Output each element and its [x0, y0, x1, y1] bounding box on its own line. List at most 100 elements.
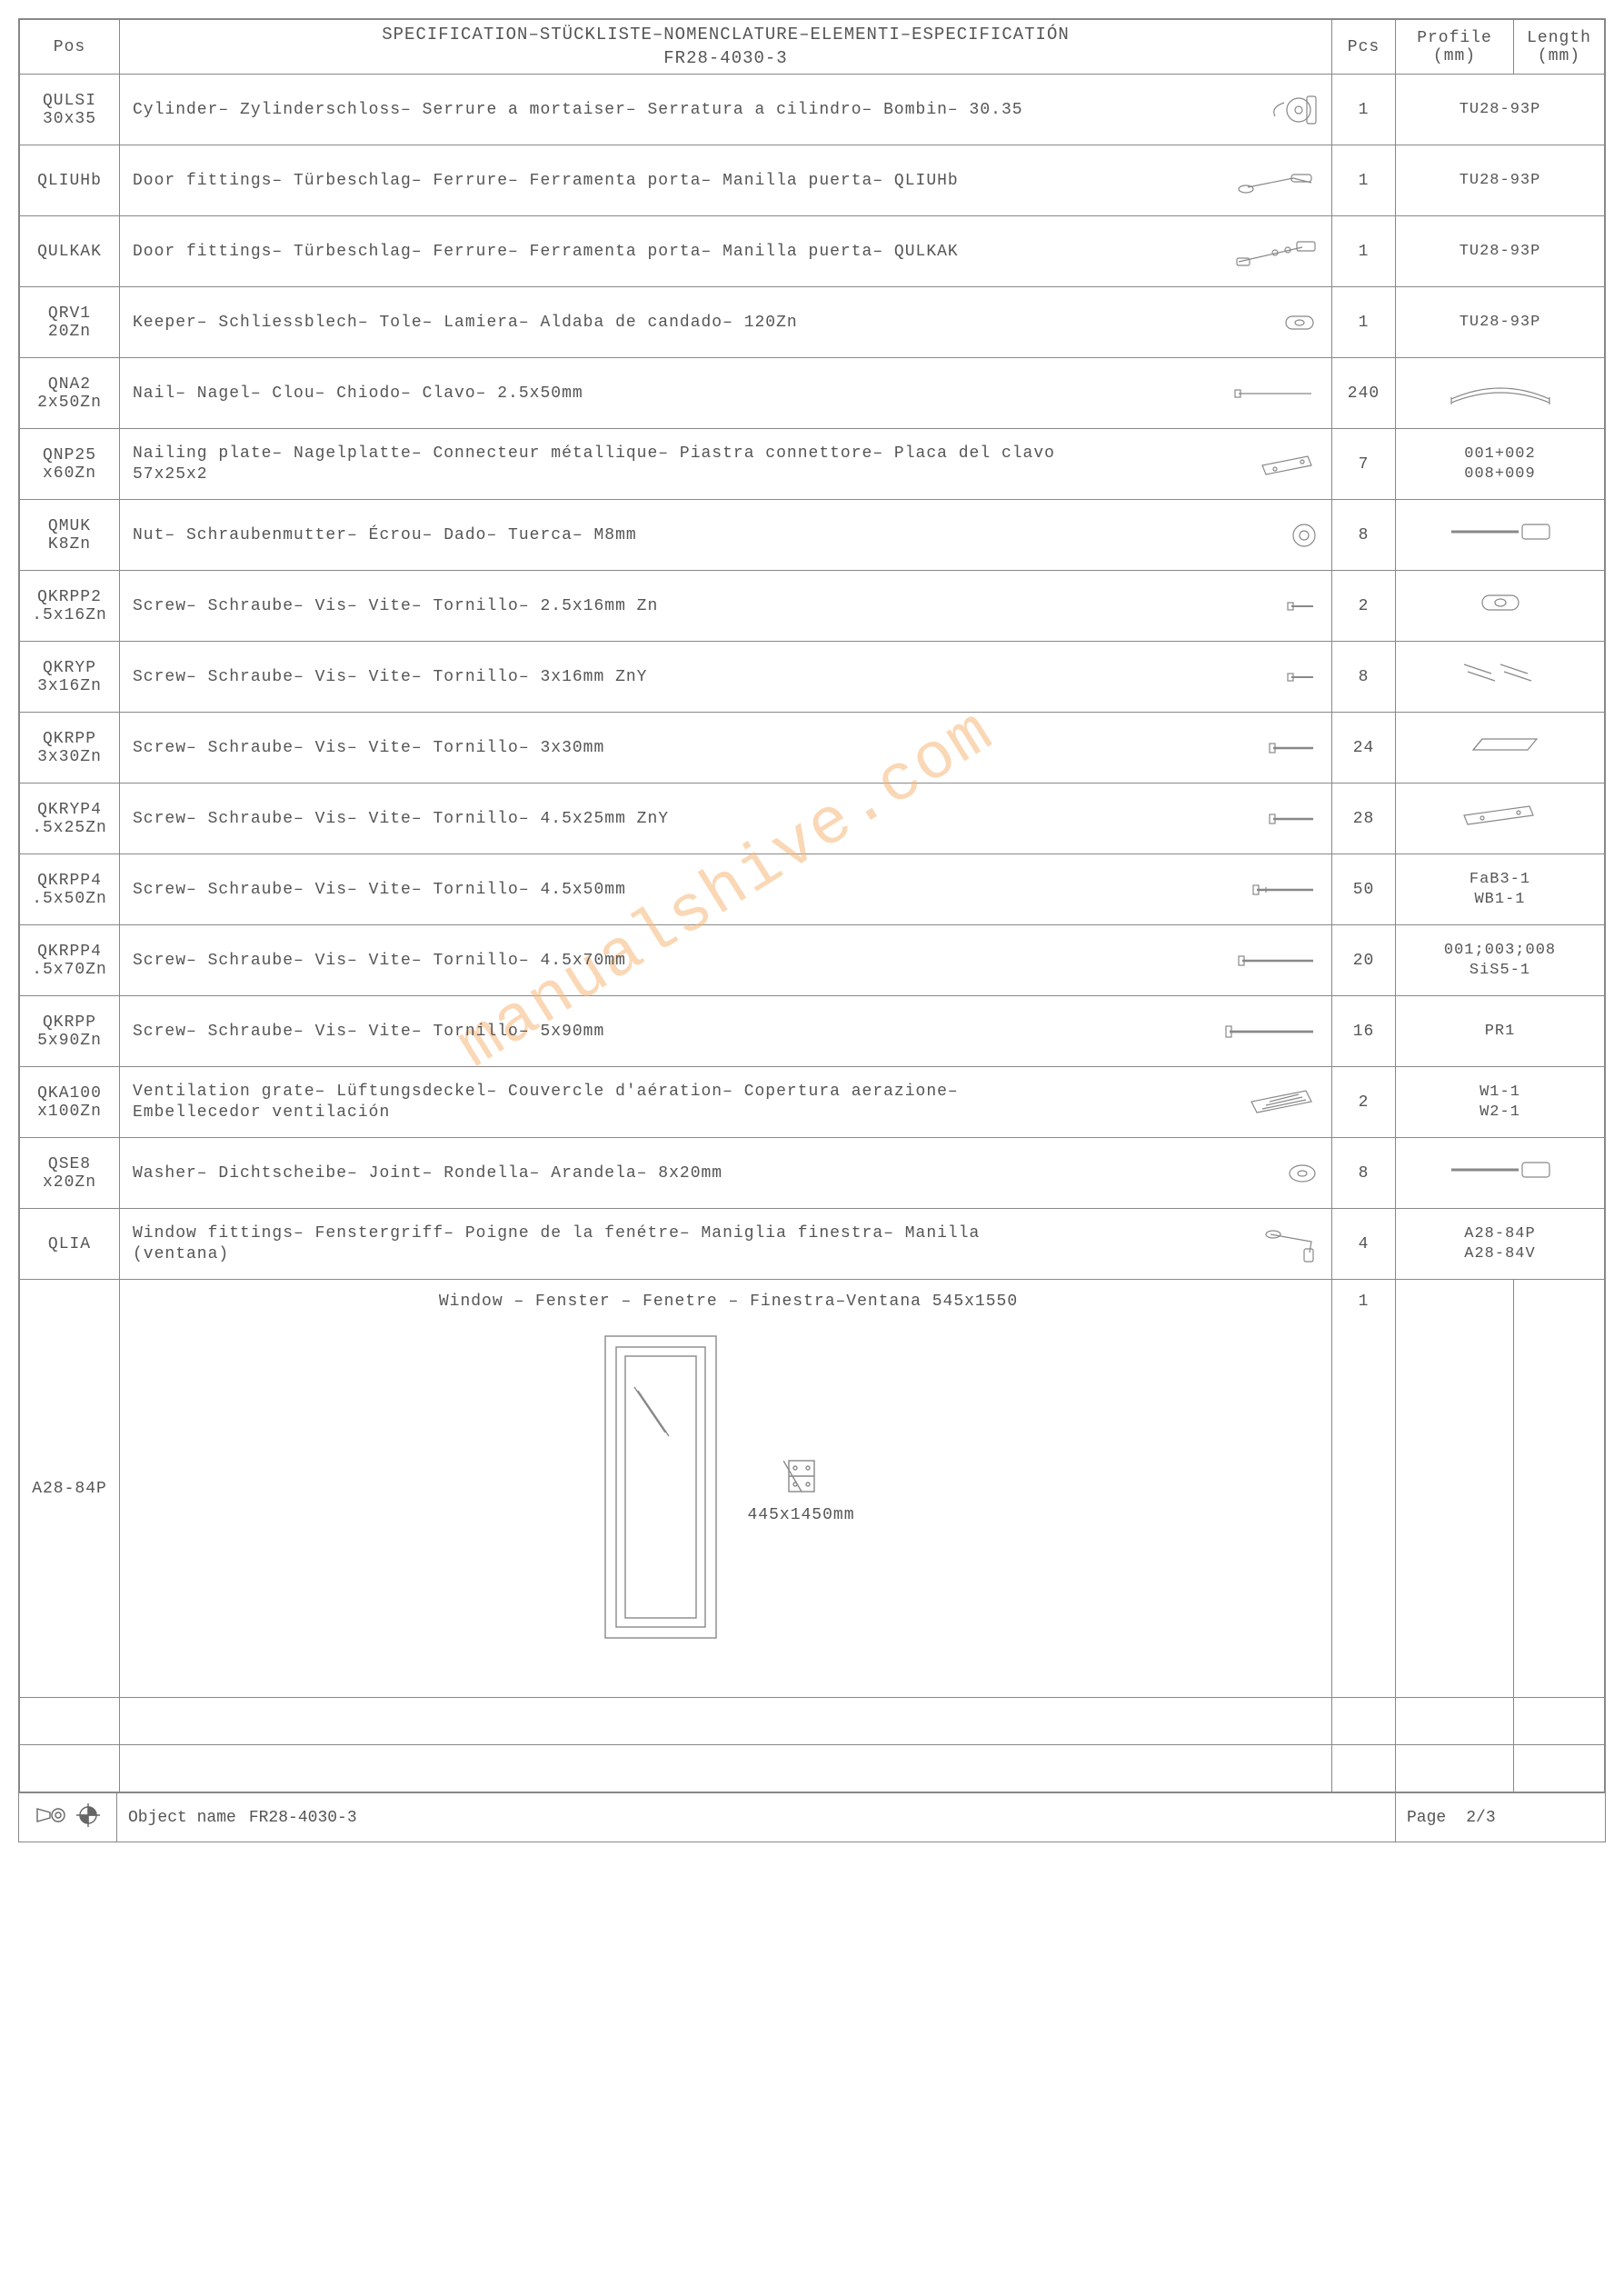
- pos-cell: QNP25x60Zn: [20, 429, 120, 500]
- pcs-cell: 1: [1332, 1280, 1396, 1698]
- spec-cell: Keeper– Schliessblech– Tole– Lamiera– Al…: [120, 287, 1332, 358]
- spec-cell: Nailing plate– Nagelplatte– Connecteur m…: [120, 429, 1332, 500]
- window-row: A28-84P Window – Fenster – Fenetre – Fine…: [20, 1280, 1605, 1698]
- pcs-cell: 8: [1332, 1138, 1396, 1209]
- projection-symbol-icon: [35, 1805, 66, 1831]
- cylinder-icon: [1220, 89, 1320, 131]
- pos-cell: QULKAK: [20, 216, 120, 287]
- spec-cell: Screw– Schraube– Vis– Vite– Tornillo– 4.…: [120, 784, 1332, 854]
- spec-text: Ventilation grate– Lüftungsdeckel– Couve…: [133, 1082, 1062, 1123]
- table-row: QMUKK8ZnNut– Schraubenmutter– Écrou– Dad…: [20, 500, 1605, 571]
- table-row: QLIUHb Door fittings– Türbeschlag– Ferrur…: [20, 145, 1605, 216]
- pcs-cell: 1: [1332, 145, 1396, 216]
- spec-text: Screw– Schraube– Vis– Vite– Tornillo– 3x…: [133, 738, 604, 759]
- hinge-icon: [783, 1455, 820, 1497]
- profile-cell: [1396, 1280, 1514, 1698]
- footer-object: Object name FR28-4030-3: [117, 1793, 1396, 1842]
- pcs-cell: 8: [1332, 642, 1396, 713]
- spec-cell: Cylinder– Zylinderschloss– Serrure a mor…: [120, 75, 1332, 145]
- table-row: QNA22x50ZnNail– Nagel– Clou– Chiodo– Cla…: [20, 358, 1605, 429]
- pos-cell: A28-84P: [20, 1280, 120, 1698]
- screw-s-icon: [1220, 656, 1320, 698]
- spec-text: Door fittings– Türbeschlag– Ferrure– Fer…: [133, 171, 959, 192]
- spec-text: Washer– Dichtscheibe– Joint– Rondella– A…: [133, 1163, 722, 1184]
- spec-cell: Screw– Schraube– Vis– Vite– Tornillo– 4.…: [120, 854, 1332, 925]
- spec-text: Door fittings– Türbeschlag– Ferrure– Fer…: [133, 242, 959, 263]
- header-pos: Pos: [20, 20, 120, 75]
- profile-cell: [1396, 642, 1605, 713]
- header-spec-line1: SPECIFICATION–STÜCKLISTE–NOMENCLATURE–EL…: [127, 24, 1324, 47]
- screw-xxl-icon: [1220, 1011, 1320, 1053]
- spec-text: Screw– Schraube– Vis– Vite– Tornillo– 4.…: [133, 809, 669, 830]
- screw-l-icon: [1220, 869, 1320, 911]
- pcs-cell: 2: [1332, 571, 1396, 642]
- profile-cell: A28-84PA28-84V: [1396, 1209, 1605, 1280]
- pcs-cell: 2: [1332, 1067, 1396, 1138]
- profile-cell: TU28-93P: [1396, 145, 1605, 216]
- table-row: QSE8x20Zn Washer– Dichtscheibe– Joint– Ro…: [20, 1138, 1605, 1209]
- profile-cell: [1396, 571, 1605, 642]
- window-title: Window – Fenster – Fenetre – Finestra–Ve…: [439, 1293, 1018, 1311]
- table-row: QLIAWindow fittings– Fenstergriff– Poign…: [20, 1209, 1605, 1280]
- spec-sheet: Pos SPECIFICATION–STÜCKLISTE–NOMENCLATUR…: [18, 18, 1606, 1842]
- pos-cell: QSE8x20Zn: [20, 1138, 120, 1209]
- handle-icon: [1220, 160, 1320, 202]
- footer-object-value: FR28-4030-3: [249, 1809, 357, 1827]
- footer-object-label: Object name: [128, 1809, 236, 1827]
- pcs-cell: 1: [1332, 75, 1396, 145]
- footer-icons: [19, 1793, 117, 1842]
- window-drawing-icon: [602, 1333, 720, 1647]
- pcs-cell: 7: [1332, 429, 1396, 500]
- table-row: QRV120Zn Keeper– Schliessblech– Tole– Lam…: [20, 287, 1605, 358]
- window-spec-cell: Window – Fenster – Fenetre – Finestra–Ve…: [120, 1280, 1332, 1698]
- screw-m-icon: [1220, 727, 1320, 769]
- pos-cell: QKRYP3x16Zn: [20, 642, 120, 713]
- profile-cell: 001+002008+009: [1396, 429, 1605, 500]
- table-row: QKRYP4.5x25ZnScrew– Schraube– Vis– Vite–…: [20, 784, 1605, 854]
- spec-text: Screw– Schraube– Vis– Vite– Tornillo– 4.…: [133, 951, 626, 972]
- pos-cell: QLIUHb: [20, 145, 120, 216]
- spec-text: Screw– Schraube– Vis– Vite– Tornillo– 4.…: [133, 880, 626, 901]
- screw-s-icon: [1220, 585, 1320, 627]
- profile-cell: PR1: [1396, 996, 1605, 1067]
- table-row: QULKAK Door fittings– Türbeschlag– Ferrur…: [20, 216, 1605, 287]
- spec-text: Cylinder– Zylinderschloss– Serrure a mor…: [133, 100, 1023, 121]
- profile-cell: [1396, 713, 1605, 784]
- table-row: QKRPP4.5x70ZnScrew– Schraube– Vis– Vite–…: [20, 925, 1605, 996]
- spec-text: Keeper– Schliessblech– Tole– Lamiera– Al…: [133, 313, 798, 334]
- spec-cell: Nut– Schraubenmutter– Écrou– Dado– Tuerc…: [120, 500, 1332, 571]
- winhandle-icon: [1220, 1223, 1320, 1265]
- profile-cell: W1-1W2-1: [1396, 1067, 1605, 1138]
- spec-cell: Window fittings– Fenstergriff– Poigne de…: [120, 1209, 1332, 1280]
- header-pcs: Pcs: [1332, 20, 1396, 75]
- screw-xl-icon: [1220, 940, 1320, 982]
- pcs-cell: 1: [1332, 216, 1396, 287]
- profile-cell: [1396, 784, 1605, 854]
- window-glass-dims: 445x1450mm: [747, 1455, 854, 1524]
- table-row: QKRPP4.5x50ZnScrew– Schraube– Vis– Vite–…: [20, 854, 1605, 925]
- grate-icon: [1220, 1082, 1320, 1123]
- profile-cell: TU28-93P: [1396, 287, 1605, 358]
- table-row: QKRPP3x30Zn Screw– Schraube– Vis– Vite– T…: [20, 713, 1605, 784]
- table-row: QKRYP3x16Zn Screw– Schraube– Vis– Vite– T…: [20, 642, 1605, 713]
- keeper-icon: [1220, 302, 1320, 344]
- pos-cell: QMUKK8Zn: [20, 500, 120, 571]
- header-spec: SPECIFICATION–STÜCKLISTE–NOMENCLATURE–EL…: [120, 20, 1332, 75]
- spec-text: Screw– Schraube– Vis– Vite– Tornillo– 5x…: [133, 1022, 604, 1043]
- table-row: QNP25x60ZnNailing plate– Nagelplatte– Co…: [20, 429, 1605, 500]
- nail-icon: [1220, 373, 1320, 414]
- spec-text: Screw– Schraube– Vis– Vite– Tornillo– 3x…: [133, 667, 647, 688]
- pos-cell: QRV120Zn: [20, 287, 120, 358]
- pos-cell: QKRPP5x90Zn: [20, 996, 120, 1067]
- spec-cell: Screw– Schraube– Vis– Vite– Tornillo– 4.…: [120, 925, 1332, 996]
- profile-cell: 001;003;008SiS5-1: [1396, 925, 1605, 996]
- spec-cell: Ventilation grate– Lüftungsdeckel– Couve…: [120, 1067, 1332, 1138]
- spec-cell: Door fittings– Türbeschlag– Ferrure– Fer…: [120, 216, 1332, 287]
- pos-cell: QKRPP3x30Zn: [20, 713, 120, 784]
- pcs-cell: 24: [1332, 713, 1396, 784]
- empty-row: [20, 1745, 1605, 1792]
- pcs-cell: 50: [1332, 854, 1396, 925]
- profile-cell: FaB3-1WB1-1: [1396, 854, 1605, 925]
- pcs-cell: 4: [1332, 1209, 1396, 1280]
- pos-cell: QKA100x100Zn: [20, 1067, 120, 1138]
